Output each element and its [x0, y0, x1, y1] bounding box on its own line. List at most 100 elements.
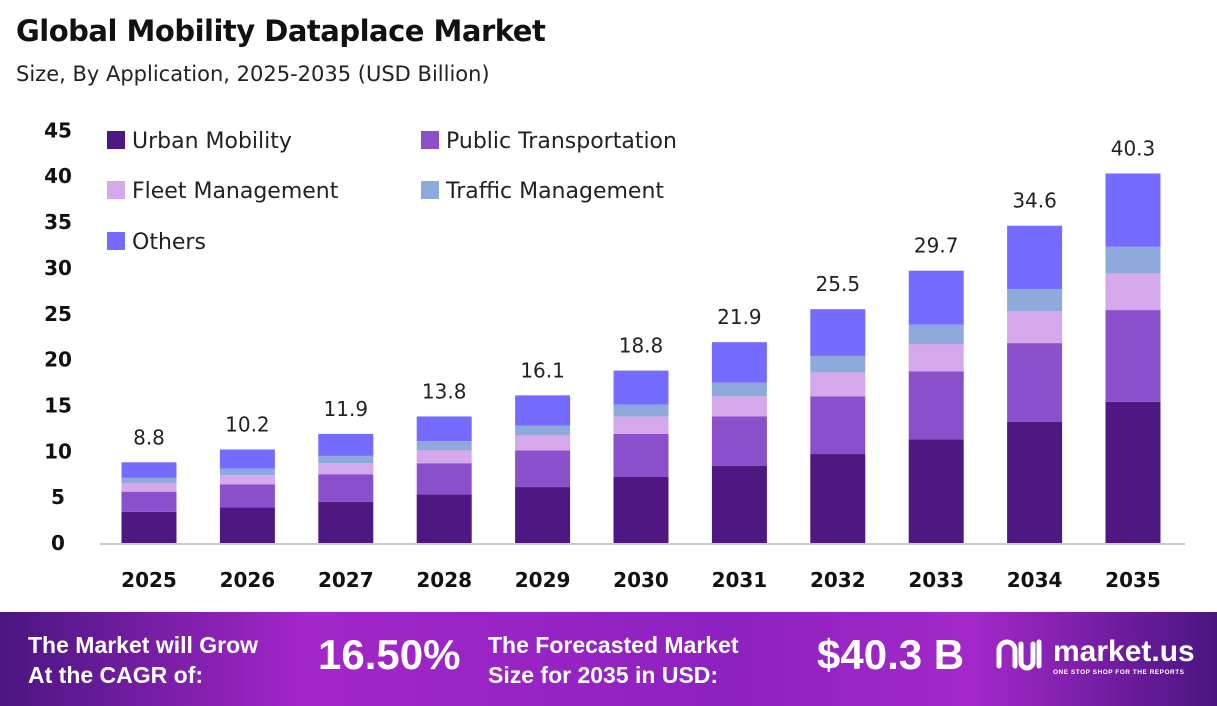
bar-segment-urban-mobility	[1105, 401, 1161, 543]
cagr-label-line2: At the CAGR of:	[28, 662, 204, 688]
x-tick-label: 2029	[515, 568, 571, 592]
x-tick-label: 2027	[318, 568, 374, 592]
forecast-label: The Forecasted Market Size for 2035 in US…	[488, 630, 739, 690]
bar-segment-others	[318, 433, 374, 456]
logo-tagline: ONE STOP SHOP FOR THE REPORTS	[1053, 668, 1185, 676]
summary-banner: The Market will Grow At the CAGR of: 16.5…	[0, 612, 1217, 706]
bar-segment-others	[613, 370, 669, 405]
y-tick-label: 30	[44, 256, 72, 280]
y-tick-label: 0	[51, 531, 65, 555]
bar-total-label: 11.9	[324, 397, 369, 421]
bar-segment-others	[711, 342, 767, 383]
bar-segment-others	[121, 462, 177, 478]
bar-segment-others	[908, 270, 964, 325]
legend-label: Urban Mobility	[132, 129, 292, 154]
bar-segment-traffic-management	[219, 468, 275, 476]
bar-total-label: 21.9	[717, 305, 762, 329]
x-tick-label: 2034	[1007, 568, 1063, 592]
bar-segment-public-transportation	[908, 371, 964, 440]
bar-segment-public-transportation	[711, 416, 767, 466]
bar-segment-traffic-management	[908, 324, 964, 345]
bar-segment-others	[515, 395, 571, 426]
bar-segment-fleet-management	[1007, 310, 1063, 344]
bar-segment-urban-mobility	[613, 476, 669, 543]
y-tick-label: 40	[44, 164, 72, 188]
stacked-bar-chart: 0510152025303540458.8202510.2202611.9202…	[44, 118, 1185, 592]
y-tick-label: 45	[44, 118, 72, 142]
legend-label: Fleet Management	[132, 179, 339, 204]
bar-segment-urban-mobility	[711, 465, 767, 543]
bar-total-label: 18.8	[619, 334, 664, 358]
x-tick-label: 2026	[220, 568, 276, 592]
market-us-logo: market.us ONE STOP SHOP FOR THE REPORTS	[995, 636, 1195, 676]
x-tick-label: 2033	[908, 568, 964, 592]
legend-label: Public Transportation	[446, 129, 677, 154]
x-tick-label: 2032	[810, 568, 866, 592]
bar-total-label: 34.6	[1012, 189, 1057, 213]
bar-segment-fleet-management	[121, 483, 177, 492]
bar-segment-others	[416, 416, 472, 442]
bar-segment-urban-mobility	[1007, 421, 1063, 543]
chart-subtitle: Size, By Application, 2025-2035 (USD Bil…	[16, 62, 490, 86]
bar-segment-traffic-management	[711, 382, 767, 397]
legend-swatch	[107, 131, 125, 149]
bar-segment-public-transportation	[515, 450, 571, 488]
bar-segment-urban-mobility	[219, 507, 275, 543]
bar-segment-public-transportation	[810, 396, 866, 455]
bar-segment-traffic-management	[810, 355, 866, 373]
bar-segment-fleet-management	[1105, 273, 1161, 311]
y-tick-label: 10	[44, 439, 72, 463]
bar-segment-public-transportation	[416, 463, 472, 495]
bar-segment-fleet-management	[908, 344, 964, 372]
bar-segment-traffic-management	[515, 425, 571, 436]
legend-swatch	[107, 181, 125, 199]
bar-segment-traffic-management	[318, 455, 374, 464]
forecast-label-line1: The Forecasted Market	[488, 632, 739, 658]
bar-segment-public-transportation	[219, 484, 275, 508]
legend-label: Traffic Management	[445, 179, 664, 204]
bar-total-label: 10.2	[225, 412, 270, 436]
bar-segment-others	[219, 449, 275, 469]
bar-segment-traffic-management	[1007, 288, 1063, 311]
logo-text: market.us	[1053, 634, 1195, 668]
legend-label: Others	[132, 230, 206, 255]
x-tick-label: 2031	[712, 568, 768, 592]
bar-segment-fleet-management	[219, 475, 275, 485]
bar-segment-traffic-management	[1105, 246, 1161, 274]
y-tick-label: 25	[44, 302, 72, 326]
bar-segment-public-transportation	[318, 474, 374, 502]
logo-icon	[996, 639, 1042, 671]
bar-segment-fleet-management	[515, 435, 571, 451]
x-tick-label: 2025	[121, 568, 177, 592]
bar-segment-traffic-management	[613, 404, 669, 417]
x-tick-label: 2035	[1105, 568, 1161, 592]
bar-segment-others	[1007, 225, 1063, 289]
legend-swatch	[421, 181, 439, 199]
y-tick-label: 15	[44, 393, 72, 417]
bar-total-label: 13.8	[422, 379, 467, 403]
cagr-label: The Market will Grow At the CAGR of:	[28, 630, 258, 690]
cagr-label-line1: The Market will Grow	[28, 632, 259, 658]
bar-segment-urban-mobility	[515, 487, 571, 543]
bar-segment-urban-mobility	[908, 439, 964, 543]
y-tick-label: 20	[44, 348, 72, 372]
bar-total-label: 25.5	[816, 272, 861, 296]
x-tick-label: 2028	[416, 568, 472, 592]
bar-segment-public-transportation	[1007, 343, 1063, 422]
y-tick-label: 5	[51, 485, 65, 509]
forecast-label-line2: Size for 2035 in USD:	[488, 662, 719, 688]
x-tick-label: 2030	[613, 568, 669, 592]
bar-segment-fleet-management	[711, 396, 767, 417]
chart-title: Global Mobility Dataplace Market	[16, 14, 546, 48]
bar-segment-others	[1105, 173, 1161, 247]
legend-swatch	[421, 131, 439, 149]
bar-segment-others	[810, 309, 866, 356]
bar-segment-fleet-management	[810, 372, 866, 397]
bar-total-label: 29.7	[914, 234, 959, 258]
bar-segment-fleet-management	[416, 450, 472, 464]
bar-segment-fleet-management	[318, 463, 374, 475]
bar-segment-traffic-management	[416, 441, 472, 451]
legend-swatch	[107, 232, 125, 250]
bar-segment-public-transportation	[1105, 310, 1161, 402]
bar-segment-fleet-management	[613, 416, 669, 434]
